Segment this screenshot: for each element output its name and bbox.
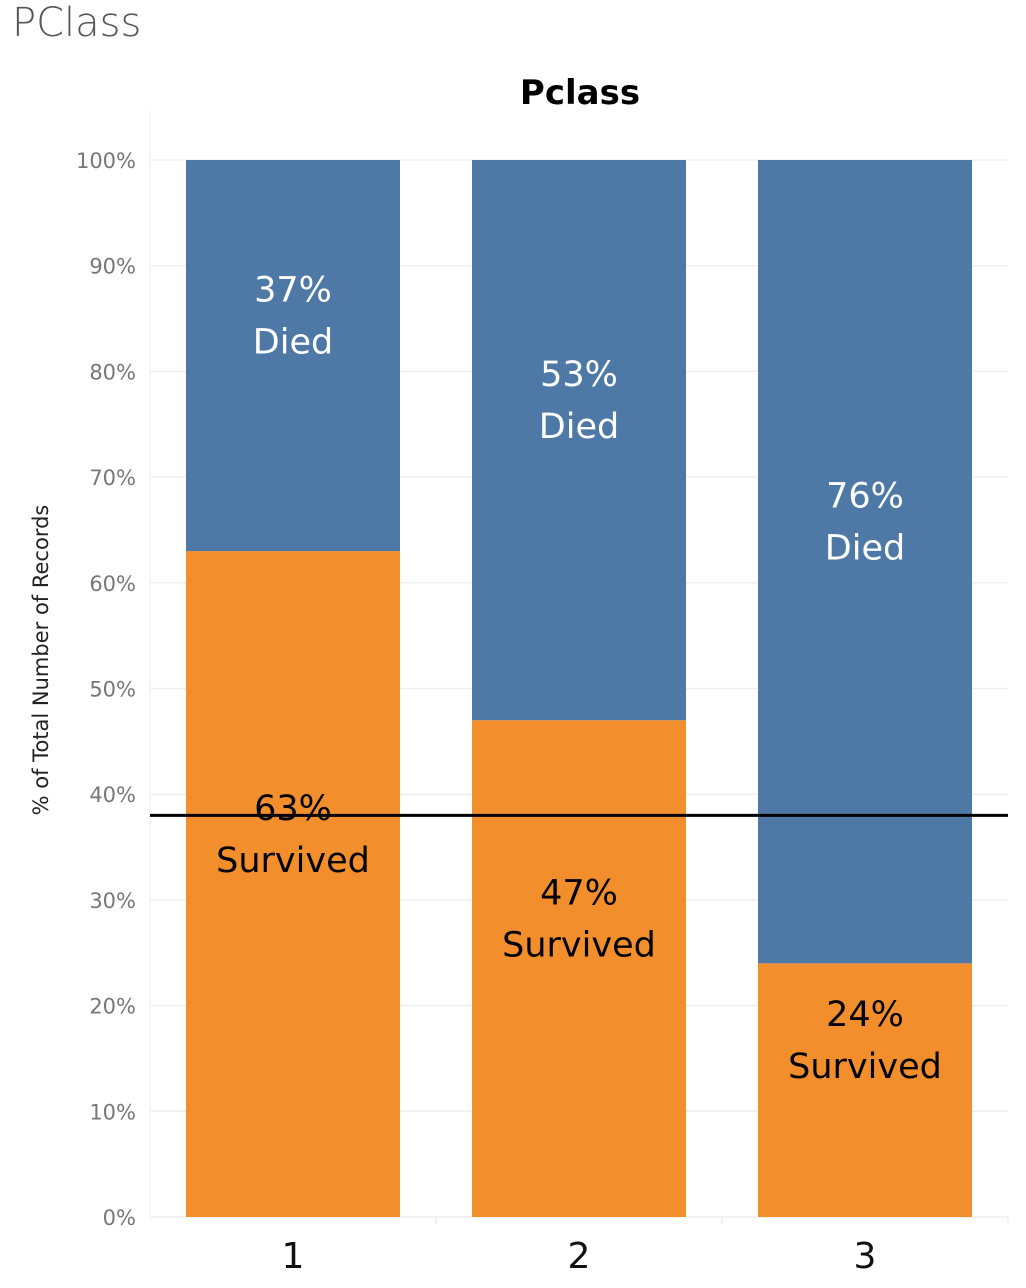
y-tick-label: 30% (89, 889, 136, 913)
bar-data-label: 76% (826, 477, 904, 517)
x-tick-label: 1 (282, 1236, 305, 1277)
bar-labels: 63% Survived 37% Died 47% Survived 53% Died 24% S… (216, 271, 942, 1088)
bar-data-label: Survived (502, 926, 656, 966)
bar-died-2 (472, 160, 686, 721)
y-tick-label: 20% (89, 995, 136, 1019)
y-tick-label: 80% (89, 360, 136, 384)
bar-died-3 (758, 160, 972, 964)
bar-data-label: 24% (826, 995, 904, 1035)
y-tick-label: 100% (76, 149, 136, 173)
bar-data-label: 63% (254, 789, 332, 829)
y-axis-label: % of Total Number of Records (29, 505, 53, 816)
bar-data-label: 37% (254, 271, 332, 311)
bar-data-label: Died (253, 323, 333, 363)
bar-data-label: Survived (788, 1047, 942, 1087)
chart-title: Pclass (520, 73, 640, 113)
x-axis-ticks: 1 2 3 (282, 1236, 877, 1277)
bar-data-label: 47% (540, 874, 618, 914)
y-tick-label: 60% (89, 572, 136, 596)
bar-data-label: Died (825, 529, 905, 569)
bar-data-label: Survived (216, 841, 370, 881)
y-axis-ticks: 0% 10% 20% 30% 40% 50% 60% 70% 80% 90% 100% (76, 149, 136, 1230)
y-tick-label: 90% (89, 255, 136, 279)
bar-data-label: 53% (540, 355, 618, 395)
y-tick-label: 0% (103, 1206, 136, 1230)
x-tick-label: 2 (568, 1236, 591, 1277)
sheet-title: PClass (12, 0, 142, 46)
y-tick-label: 40% (89, 783, 136, 807)
bar-died-1 (186, 160, 400, 552)
bars (186, 160, 972, 1217)
y-tick-label: 50% (89, 678, 136, 702)
bar-survived-3 (758, 963, 972, 1217)
y-tick-label: 10% (89, 1100, 136, 1124)
y-tick-label: 70% (89, 466, 136, 490)
x-tick-label: 3 (854, 1236, 877, 1277)
bar-survived-2 (472, 720, 686, 1217)
bar-data-label: Died (539, 407, 619, 447)
bar-survived-1 (186, 551, 400, 1217)
